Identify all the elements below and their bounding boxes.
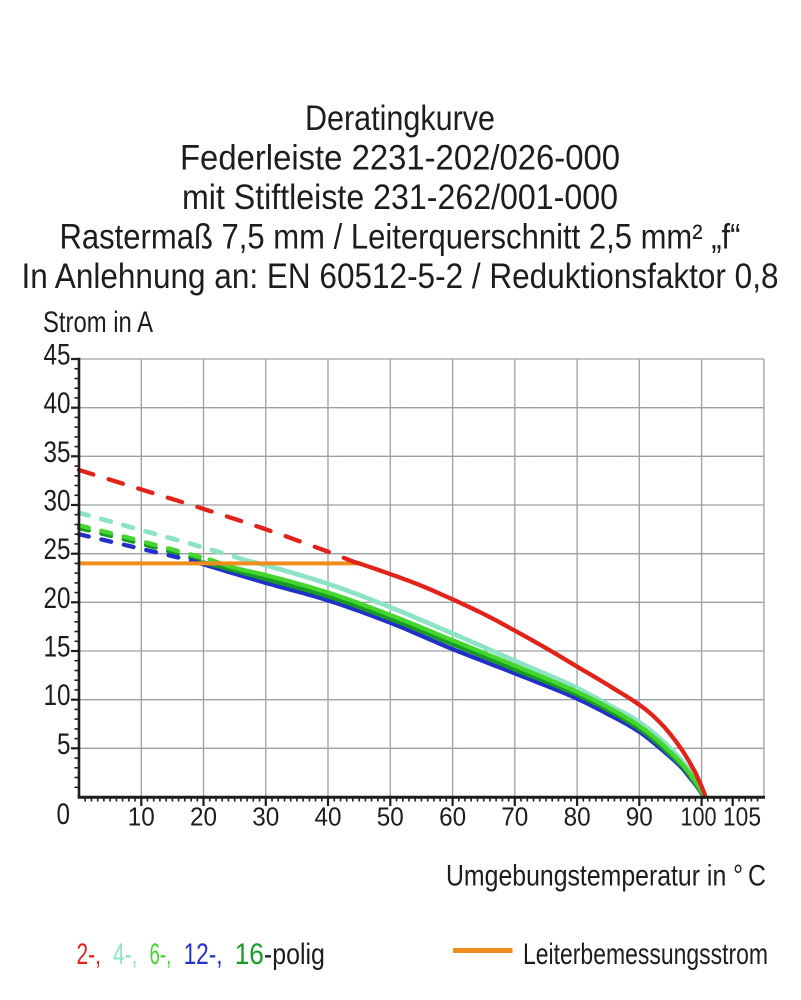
svg-text:45: 45 <box>44 339 71 372</box>
svg-text:70: 70 <box>501 804 528 832</box>
svg-text:100: 100 <box>681 804 717 832</box>
svg-text:-polig: -polig <box>264 938 325 971</box>
svg-text:80: 80 <box>564 804 591 832</box>
svg-text:50: 50 <box>377 804 404 832</box>
svg-text:Strom in A: Strom in A <box>43 306 153 339</box>
svg-text:10: 10 <box>44 679 71 712</box>
svg-text:30: 30 <box>44 485 71 518</box>
svg-text:25: 25 <box>44 533 71 566</box>
svg-text:15: 15 <box>44 631 71 664</box>
svg-text:16: 16 <box>235 938 264 971</box>
svg-text:60: 60 <box>439 804 466 832</box>
svg-text:6-,: 6-, <box>150 938 172 971</box>
svg-text:Umgebungstemperatur in ° C: Umgebungstemperatur in ° C <box>446 860 766 893</box>
svg-text:In Anlehnung an: EN 60512-5-2: In Anlehnung an: EN 60512-5-2 / Reduktio… <box>22 257 779 296</box>
svg-text:Deratingkurve: Deratingkurve <box>305 99 495 138</box>
svg-text:105: 105 <box>723 804 761 832</box>
svg-text:5: 5 <box>57 728 71 761</box>
svg-text:40: 40 <box>44 387 71 420</box>
svg-text:40: 40 <box>315 804 342 832</box>
svg-text:10: 10 <box>128 804 155 832</box>
svg-text:Federleiste 2231-202/026-000: Federleiste 2231-202/026-000 <box>180 139 620 178</box>
svg-text:30: 30 <box>252 804 279 832</box>
svg-text:Rastermaß 7,5 mm / Leiterquers: Rastermaß 7,5 mm / Leiterquerschnitt 2,5… <box>60 218 741 257</box>
svg-text:20: 20 <box>44 582 71 615</box>
svg-text:12-,: 12-, <box>184 938 223 971</box>
svg-text:2-,: 2-, <box>77 938 101 971</box>
svg-text:mit Stiftleiste 231-262/001-00: mit Stiftleiste 231-262/001-000 <box>182 178 618 217</box>
svg-text:35: 35 <box>44 436 71 469</box>
svg-text:0: 0 <box>57 798 71 831</box>
svg-text:4-,: 4-, <box>113 938 137 971</box>
svg-text:Leiterbemessungsstrom: Leiterbemessungsstrom <box>523 938 768 971</box>
svg-text:20: 20 <box>190 804 217 832</box>
svg-text:90: 90 <box>626 804 653 832</box>
